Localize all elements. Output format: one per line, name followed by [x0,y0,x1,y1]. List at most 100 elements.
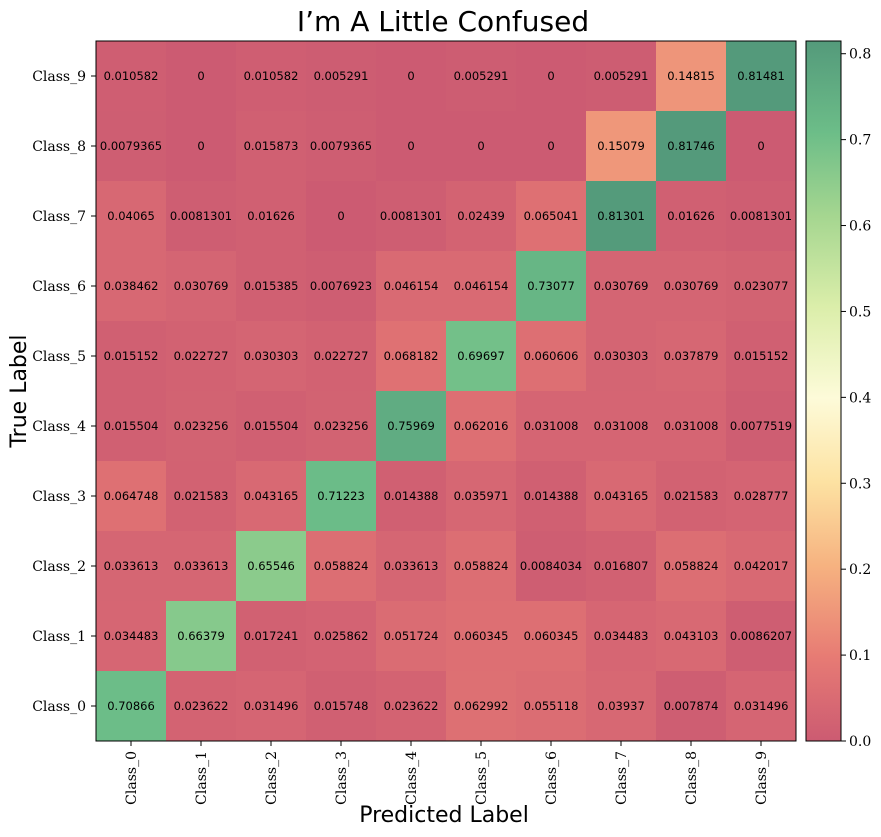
heatmap-cell [446,461,517,532]
cell-value-label: 0.033613 [174,559,229,573]
x-tick-label: Class_9 [754,751,770,805]
cell-value-label: 0.005291 [454,69,509,83]
y-tick-label: Class_0 [32,699,86,715]
colorbar-tick-label: 0.0 [849,734,871,750]
cell-value-label: 0.0079365 [310,139,372,153]
cell-value-label: 0.65546 [247,559,295,573]
heatmap-cell [656,251,727,322]
x-tick-label: Class_5 [474,751,490,805]
heatmap-cell [516,251,587,322]
heatmap-cell [726,251,797,322]
heatmap-cell [306,671,377,742]
cell-value-label: 0.021583 [174,489,229,503]
cell-value-label: 0.015504 [104,419,159,433]
heatmap-cell [166,601,237,672]
heatmap-cell [446,601,517,672]
cell-value-label: 0.030769 [594,279,649,293]
cell-value-label: 0.058824 [454,559,509,573]
heatmap-cell [726,531,797,602]
heatmap-cell [656,181,727,252]
cell-value-label: 0.014388 [524,489,579,503]
heatmap-cell [656,111,727,182]
heatmap-cell [306,391,377,462]
heatmap-cell [516,321,587,392]
x-tick-label: Class_3 [334,751,350,805]
y-tick-label: Class_2 [32,559,86,575]
heatmap-cell [446,251,517,322]
cell-value-label: 0.0086207 [730,629,792,643]
heatmap-cell [586,321,657,392]
cell-value-label: 0.038462 [104,279,159,293]
cell-value-label: 0.81301 [597,209,645,223]
colorbar-tick-label: 0.6 [849,219,871,235]
cell-value-label: 0 [407,139,414,153]
cell-value-label: 0.010582 [244,69,299,83]
x-tick-label: Class_4 [404,751,420,805]
x-tick-label: Class_1 [194,751,210,805]
cell-value-label: 0 [757,139,764,153]
cell-value-label: 0.015748 [314,699,369,713]
cell-value-label: 0.023256 [314,419,369,433]
cell-value-label: 0.064748 [104,489,159,503]
cell-value-label: 0.055118 [524,699,579,713]
x-axis-ticks: Class_0 Class_1 Class_2 Class_3 Class_4 Class… [124,741,770,805]
cell-value-label: 0 [547,139,554,153]
heatmap-cell [236,461,307,532]
heatmap-cell [726,321,797,392]
heatmap-cell [96,531,167,602]
cell-value-label: 0.007874 [664,699,719,713]
colorbar-tick-label: 0.4 [849,390,871,406]
heatmap-cell [586,531,657,602]
heatmap-cell [446,41,517,112]
cell-value-label: 0.034483 [594,629,649,643]
cell-value-label: 0.017241 [244,629,299,643]
colorbar-tick-label: 0.3 [849,476,871,492]
heatmap-cell [166,181,237,252]
heatmap-cell [586,41,657,112]
heatmap-cell [306,321,377,392]
heatmap-cell [236,251,307,322]
cell-value-label: 0.03937 [597,699,645,713]
heatmap-cell [96,41,167,112]
heatmap-cell [236,41,307,112]
cell-value-label: 0.037879 [664,349,719,363]
heatmap-cell [516,181,587,252]
cell-value-label: 0.030769 [174,279,229,293]
cell-value-label: 0.005291 [594,69,649,83]
heatmap-cell [726,181,797,252]
cell-value-label: 0 [197,69,204,83]
heatmap-cell [586,391,657,462]
heatmap-cell [446,671,517,742]
heatmap-cell [236,601,307,672]
heatmap-cell [306,251,377,322]
heatmap-cell [656,41,727,112]
heatmap-cell [236,181,307,252]
heatmap-cell [306,41,377,112]
heatmap-cell [306,531,377,602]
y-tick-label: Class_1 [32,629,86,645]
heatmap-cell [236,391,307,462]
cell-value-label: 0.031008 [664,419,719,433]
cell-value-label: 0.71223 [317,489,365,503]
cell-value-label: 0.058824 [664,559,719,573]
heatmap-cell [516,671,587,742]
heatmap-cell [586,671,657,742]
heatmap-cell [376,41,447,112]
cell-value-label: 0.005291 [314,69,369,83]
x-tick-label: Class_2 [264,751,280,805]
cell-value-label: 0.060606 [524,349,579,363]
cell-value-label: 0.033613 [384,559,439,573]
cell-value-label: 0.69697 [457,349,505,363]
cell-value-label: 0.031496 [734,699,789,713]
cell-value-label: 0.023622 [384,699,439,713]
heatmap-cell [726,601,797,672]
y-tick-label: Class_5 [32,349,86,365]
cell-value-label: 0.0081301 [380,209,442,223]
cell-value-label: 0 [407,69,414,83]
heatmap-cell [166,461,237,532]
cell-value-label: 0 [197,139,204,153]
heatmap-cell [586,181,657,252]
cell-value-label: 0.043165 [594,489,649,503]
cell-value-label: 0.73077 [527,279,575,293]
